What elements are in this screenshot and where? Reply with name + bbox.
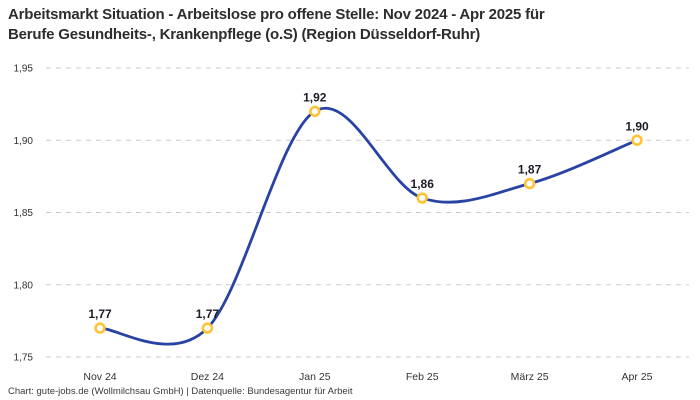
y-tick-label: 1,95 — [14, 64, 34, 75]
data-point-label: 1,92 — [303, 90, 327, 104]
data-point-label: 1,90 — [625, 119, 649, 133]
series-line — [98, 107, 639, 346]
chart-title: Arbeitsmarkt Situation - Arbeitslose pro… — [8, 5, 696, 45]
data-point-label: 1,77 — [88, 307, 112, 321]
chart-title-line2: Berufe Gesundheits-, Krankenpflege (o.S)… — [8, 26, 481, 43]
x-tick-label: Nov 24 — [83, 371, 116, 383]
x-tick-label: Jan 25 — [299, 371, 331, 383]
y-tick-label: 1,80 — [14, 280, 34, 291]
data-point-label: 1,77 — [196, 307, 220, 321]
series-layer — [94, 105, 643, 346]
data-point-label: 1,87 — [518, 163, 542, 177]
label-layer: 1,77 1,77 1,92 1,86 1,87 1,90 — [88, 90, 649, 321]
y-tick-label: 1,85 — [14, 208, 34, 219]
y-tick-label: 1,75 — [14, 353, 34, 364]
data-point-marker — [94, 322, 106, 334]
data-point-marker — [523, 177, 536, 190]
chart-title-line1: Arbeitsmarkt Situation - Arbeitslose pro… — [8, 6, 545, 23]
data-point-marker — [309, 105, 321, 118]
x-tick-label: Feb 25 — [406, 371, 439, 383]
chart-credit: Chart: gute-jobs.de (Wollmilchsau GmbH) … — [8, 386, 353, 397]
x-tick-label: Apr 25 — [622, 371, 653, 383]
data-point-marker — [416, 192, 428, 204]
data-point-marker — [631, 134, 643, 146]
y-tick-label: 1,90 — [14, 136, 34, 147]
data-point-label: 1,86 — [411, 177, 435, 191]
x-tick-label: Dez 24 — [191, 371, 224, 383]
x-tick-label: März 25 — [511, 371, 549, 383]
grid-layer: 1,75 1,80 1,85 1,90 1,95 Nov 24 Dez 24 Jan 25 Fe… — [14, 64, 689, 383]
data-point-marker — [201, 322, 214, 334]
